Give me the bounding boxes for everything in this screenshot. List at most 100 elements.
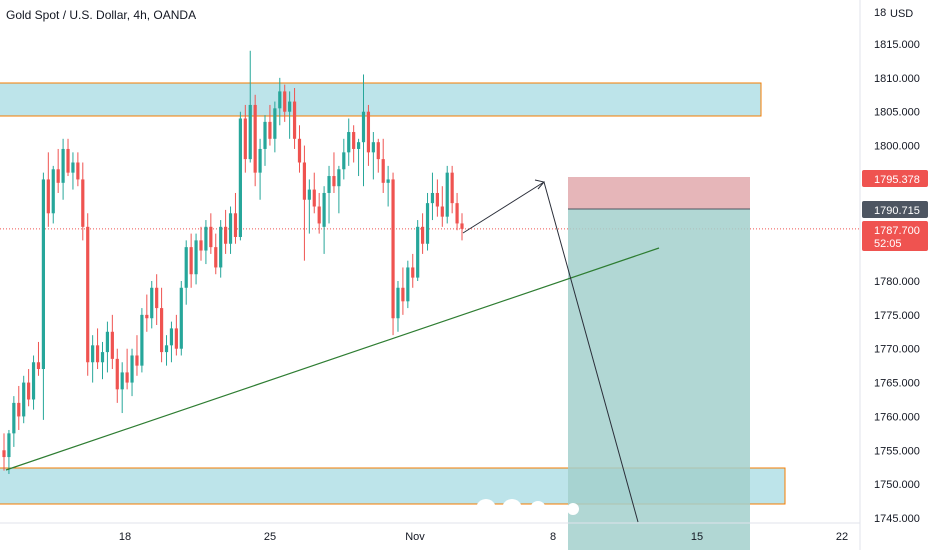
price-axis: 1745.000 1750.000 1755.000 1760.000 1765.000… — [859, 0, 928, 550]
candle-body — [51, 169, 55, 214]
candle-body — [233, 213, 238, 237]
candle-body — [61, 148, 65, 183]
candle-body — [7, 433, 11, 458]
y-tick-label: 1780.000 — [874, 276, 920, 288]
candle-body — [199, 240, 203, 251]
candle-body — [425, 203, 430, 244]
candle-body — [445, 172, 449, 217]
candle-body — [135, 355, 139, 366]
candle-body — [243, 118, 247, 160]
candle-body — [307, 189, 311, 200]
candle-body — [209, 226, 213, 248]
y-tick-label: 1750.000 — [874, 479, 920, 491]
candle-body — [332, 176, 336, 187]
candle-body — [31, 362, 36, 400]
candle-body — [214, 247, 218, 268]
candle-body — [312, 189, 316, 207]
stop-price-badge — [862, 170, 928, 187]
candle-body — [253, 104, 257, 173]
candle-body — [189, 247, 193, 275]
candle-body — [105, 331, 110, 353]
current-price-text: 1787.700 — [874, 225, 920, 237]
candle-body — [450, 172, 454, 204]
candle-body — [110, 331, 114, 359]
trendline[interactable] — [5, 247, 660, 471]
candle-body — [430, 192, 435, 204]
candle-body — [258, 148, 262, 173]
stop-loss-zone[interactable] — [568, 177, 750, 209]
x-tick-label: 8 — [550, 531, 556, 543]
candle-body — [302, 162, 307, 200]
toolbar-dot[interactable] — [502, 499, 522, 519]
stop-price-text: 1795.378 — [874, 174, 920, 186]
y-tick-label: 1770.000 — [874, 344, 920, 356]
candle-body — [66, 148, 70, 173]
candle-body — [361, 111, 366, 143]
toolbar-dot[interactable] — [530, 501, 546, 517]
x-tick-label: 15 — [691, 531, 703, 543]
candle-body — [2, 450, 6, 458]
candle-body — [371, 142, 375, 153]
y-tick-label: 1805.000 — [874, 107, 920, 119]
candle-body — [248, 104, 252, 160]
annotations-layer — [5, 179, 660, 523]
candle-body — [411, 267, 415, 278]
candle-body — [36, 362, 41, 370]
candle-body — [455, 203, 459, 224]
y-tick-label: 1760.000 — [874, 411, 920, 423]
time-axis: 18 25 Nov 8 15 22 — [0, 499, 860, 543]
candle-body — [22, 382, 26, 417]
y-tick-label: 1815.000 — [874, 39, 920, 51]
candle-body — [204, 226, 208, 251]
candle-body — [81, 179, 85, 227]
candle-body — [164, 345, 169, 353]
candle-body — [460, 223, 464, 229]
candle-body — [268, 121, 272, 139]
take-profit-zone[interactable] — [568, 209, 750, 550]
candle-body — [352, 132, 356, 149]
candle-body — [297, 138, 302, 163]
candle-body — [396, 287, 400, 319]
candle-body — [366, 111, 371, 153]
candle-body — [12, 402, 16, 434]
candle-body — [179, 287, 183, 349]
y-tick-label: 1775.000 — [874, 310, 920, 322]
candle-body — [76, 162, 80, 180]
candle-body — [327, 176, 331, 193]
candle-body — [322, 192, 326, 227]
entry-price-text: 1790.715 — [874, 205, 920, 217]
candle-body — [283, 91, 287, 112]
candle-body — [273, 108, 277, 139]
candle-body — [91, 345, 95, 363]
candle-body — [238, 118, 242, 237]
entry-price-badge — [862, 201, 928, 218]
arrow-head — [534, 179, 545, 190]
y-tick-label: 18 — [874, 7, 886, 19]
candle-body — [169, 328, 174, 346]
x-tick-label: 22 — [836, 531, 848, 543]
candle-body — [125, 372, 129, 383]
candle-body — [342, 152, 346, 170]
candle-body — [174, 328, 178, 349]
y-tick-label: 1810.000 — [874, 73, 920, 85]
candle-body — [288, 101, 292, 112]
candle-body — [155, 287, 159, 309]
resistance-zone[interactable] — [0, 82, 762, 117]
candle-body — [95, 345, 100, 363]
candle-body — [278, 91, 282, 109]
candle-body — [150, 287, 154, 319]
currency-label: USD — [890, 8, 914, 20]
candle-body — [219, 226, 223, 268]
x-tick-label: 18 — [119, 531, 131, 543]
candle-body — [416, 226, 420, 278]
candle-body — [440, 206, 444, 217]
toolbar-dot[interactable] — [567, 503, 579, 515]
toolbar-dot[interactable] — [476, 499, 496, 519]
candle-body — [159, 308, 164, 353]
candle-body — [356, 142, 361, 149]
candle-body — [71, 162, 75, 173]
candle-body — [421, 226, 425, 244]
y-tick-label: 1765.000 — [874, 378, 920, 390]
countdown-text: 52:05 — [874, 238, 902, 250]
